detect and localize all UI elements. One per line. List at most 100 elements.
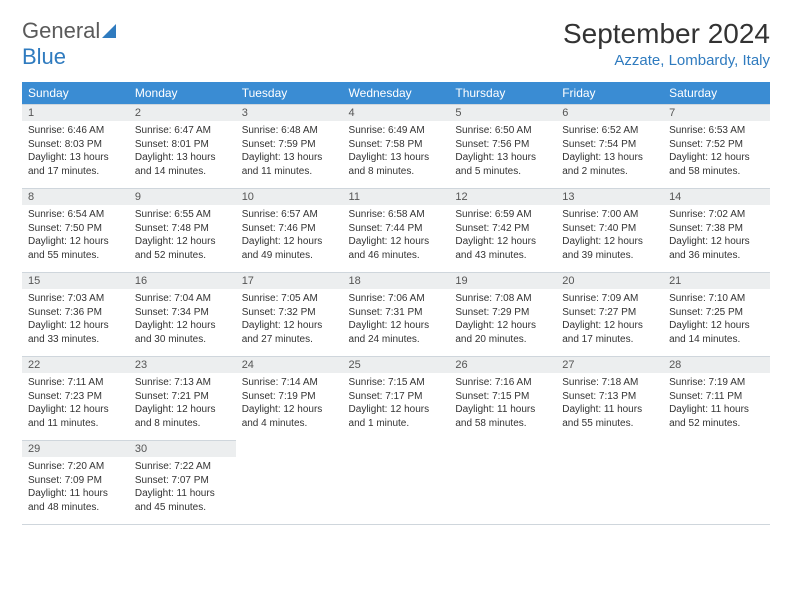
sunset-text: Sunset: 8:01 PM — [135, 138, 230, 152]
day-body: Sunrise: 6:48 AMSunset: 7:59 PMDaylight:… — [236, 121, 343, 184]
sunset-text: Sunset: 7:17 PM — [349, 390, 444, 404]
calendar-day-cell: 4Sunrise: 6:49 AMSunset: 7:58 PMDaylight… — [343, 105, 450, 189]
day-number: 23 — [129, 357, 236, 373]
day-number: 12 — [449, 189, 556, 205]
sunset-text: Sunset: 7:42 PM — [455, 222, 550, 236]
day-body: Sunrise: 7:05 AMSunset: 7:32 PMDaylight:… — [236, 289, 343, 352]
sunrise-text: Sunrise: 7:14 AM — [242, 376, 337, 390]
brand-first: General — [22, 18, 100, 43]
sunset-text: Sunset: 7:59 PM — [242, 138, 337, 152]
brand-name: General Blue — [22, 18, 116, 70]
day-body: Sunrise: 7:18 AMSunset: 7:13 PMDaylight:… — [556, 373, 663, 436]
day-number: 11 — [343, 189, 450, 205]
sunrise-text: Sunrise: 7:09 AM — [562, 292, 657, 306]
sunrise-text: Sunrise: 6:59 AM — [455, 208, 550, 222]
calendar-day-cell: 13Sunrise: 7:00 AMSunset: 7:40 PMDayligh… — [556, 189, 663, 273]
sunset-text: Sunset: 7:56 PM — [455, 138, 550, 152]
sunrise-text: Sunrise: 6:58 AM — [349, 208, 444, 222]
sunrise-text: Sunrise: 7:19 AM — [669, 376, 764, 390]
sunrise-text: Sunrise: 7:06 AM — [349, 292, 444, 306]
weekday-header: Saturday — [663, 82, 770, 105]
sunrise-text: Sunrise: 6:46 AM — [28, 124, 123, 138]
daylight-text: Daylight: 13 hours and 17 minutes. — [28, 151, 123, 178]
day-body: Sunrise: 7:11 AMSunset: 7:23 PMDaylight:… — [22, 373, 129, 436]
day-body: Sunrise: 6:59 AMSunset: 7:42 PMDaylight:… — [449, 205, 556, 268]
sunset-text: Sunset: 8:03 PM — [28, 138, 123, 152]
daylight-text: Daylight: 12 hours and 27 minutes. — [242, 319, 337, 346]
sunset-text: Sunset: 7:38 PM — [669, 222, 764, 236]
calendar-day-cell: 9Sunrise: 6:55 AMSunset: 7:48 PMDaylight… — [129, 189, 236, 273]
calendar-header-row: SundayMondayTuesdayWednesdayThursdayFrid… — [22, 82, 770, 105]
sunset-text: Sunset: 7:19 PM — [242, 390, 337, 404]
calendar-day-cell: 15Sunrise: 7:03 AMSunset: 7:36 PMDayligh… — [22, 273, 129, 357]
weekday-header: Sunday — [22, 82, 129, 105]
day-number: 19 — [449, 273, 556, 289]
calendar-day-cell: 8Sunrise: 6:54 AMSunset: 7:50 PMDaylight… — [22, 189, 129, 273]
day-body: Sunrise: 7:09 AMSunset: 7:27 PMDaylight:… — [556, 289, 663, 352]
calendar-day-cell: 20Sunrise: 7:09 AMSunset: 7:27 PMDayligh… — [556, 273, 663, 357]
day-number: 20 — [556, 273, 663, 289]
sunset-text: Sunset: 7:50 PM — [28, 222, 123, 236]
daylight-text: Daylight: 13 hours and 11 minutes. — [242, 151, 337, 178]
calendar-day-cell: 11Sunrise: 6:58 AMSunset: 7:44 PMDayligh… — [343, 189, 450, 273]
calendar-day-cell: 1Sunrise: 6:46 AMSunset: 8:03 PMDaylight… — [22, 105, 129, 189]
calendar-day-cell: 10Sunrise: 6:57 AMSunset: 7:46 PMDayligh… — [236, 189, 343, 273]
sunrise-text: Sunrise: 7:22 AM — [135, 460, 230, 474]
day-number: 29 — [22, 441, 129, 457]
day-number: 30 — [129, 441, 236, 457]
daylight-text: Daylight: 12 hours and 8 minutes. — [135, 403, 230, 430]
daylight-text: Daylight: 13 hours and 2 minutes. — [562, 151, 657, 178]
calendar-day-cell: 30Sunrise: 7:22 AMSunset: 7:07 PMDayligh… — [129, 441, 236, 525]
sunrise-text: Sunrise: 7:10 AM — [669, 292, 764, 306]
sunset-text: Sunset: 7:34 PM — [135, 306, 230, 320]
weekday-header: Friday — [556, 82, 663, 105]
day-body: Sunrise: 7:22 AMSunset: 7:07 PMDaylight:… — [129, 457, 236, 520]
calendar-week-row: 29Sunrise: 7:20 AMSunset: 7:09 PMDayligh… — [22, 441, 770, 525]
day-number: 5 — [449, 105, 556, 121]
day-number: 6 — [556, 105, 663, 121]
sunset-text: Sunset: 7:52 PM — [669, 138, 764, 152]
day-number: 7 — [663, 105, 770, 121]
day-number: 26 — [449, 357, 556, 373]
sunset-text: Sunset: 7:46 PM — [242, 222, 337, 236]
sunset-text: Sunset: 7:09 PM — [28, 474, 123, 488]
calendar-day-cell: 17Sunrise: 7:05 AMSunset: 7:32 PMDayligh… — [236, 273, 343, 357]
title-block: September 2024 Azzate, Lombardy, Italy — [563, 18, 770, 69]
calendar-day-cell: 25Sunrise: 7:15 AMSunset: 7:17 PMDayligh… — [343, 357, 450, 441]
calendar-day-cell: 26Sunrise: 7:16 AMSunset: 7:15 PMDayligh… — [449, 357, 556, 441]
sunset-text: Sunset: 7:25 PM — [669, 306, 764, 320]
sunrise-text: Sunrise: 7:11 AM — [28, 376, 123, 390]
calendar-day-cell: 16Sunrise: 7:04 AMSunset: 7:34 PMDayligh… — [129, 273, 236, 357]
daylight-text: Daylight: 13 hours and 8 minutes. — [349, 151, 444, 178]
sunrise-text: Sunrise: 7:02 AM — [669, 208, 764, 222]
sunset-text: Sunset: 7:15 PM — [455, 390, 550, 404]
day-body: Sunrise: 6:52 AMSunset: 7:54 PMDaylight:… — [556, 121, 663, 184]
sunrise-text: Sunrise: 6:53 AM — [669, 124, 764, 138]
day-number: 28 — [663, 357, 770, 373]
day-body: Sunrise: 7:15 AMSunset: 7:17 PMDaylight:… — [343, 373, 450, 436]
sunset-text: Sunset: 7:13 PM — [562, 390, 657, 404]
daylight-text: Daylight: 12 hours and 4 minutes. — [242, 403, 337, 430]
sunrise-text: Sunrise: 7:18 AM — [562, 376, 657, 390]
day-number: 22 — [22, 357, 129, 373]
daylight-text: Daylight: 12 hours and 24 minutes. — [349, 319, 444, 346]
sunset-text: Sunset: 7:36 PM — [28, 306, 123, 320]
day-body: Sunrise: 6:53 AMSunset: 7:52 PMDaylight:… — [663, 121, 770, 184]
calendar-day-cell: 12Sunrise: 6:59 AMSunset: 7:42 PMDayligh… — [449, 189, 556, 273]
sunrise-text: Sunrise: 6:54 AM — [28, 208, 123, 222]
daylight-text: Daylight: 12 hours and 11 minutes. — [28, 403, 123, 430]
calendar-day-cell: 7Sunrise: 6:53 AMSunset: 7:52 PMDaylight… — [663, 105, 770, 189]
calendar-day-cell: 18Sunrise: 7:06 AMSunset: 7:31 PMDayligh… — [343, 273, 450, 357]
calendar-day-cell — [343, 441, 450, 525]
sunset-text: Sunset: 7:40 PM — [562, 222, 657, 236]
weekday-header: Thursday — [449, 82, 556, 105]
day-number: 15 — [22, 273, 129, 289]
daylight-text: Daylight: 11 hours and 52 minutes. — [669, 403, 764, 430]
calendar-day-cell: 23Sunrise: 7:13 AMSunset: 7:21 PMDayligh… — [129, 357, 236, 441]
day-body: Sunrise: 7:06 AMSunset: 7:31 PMDaylight:… — [343, 289, 450, 352]
sunset-text: Sunset: 7:23 PM — [28, 390, 123, 404]
daylight-text: Daylight: 12 hours and 17 minutes. — [562, 319, 657, 346]
weekday-header: Wednesday — [343, 82, 450, 105]
day-number: 21 — [663, 273, 770, 289]
brand-second: Blue — [22, 44, 66, 69]
